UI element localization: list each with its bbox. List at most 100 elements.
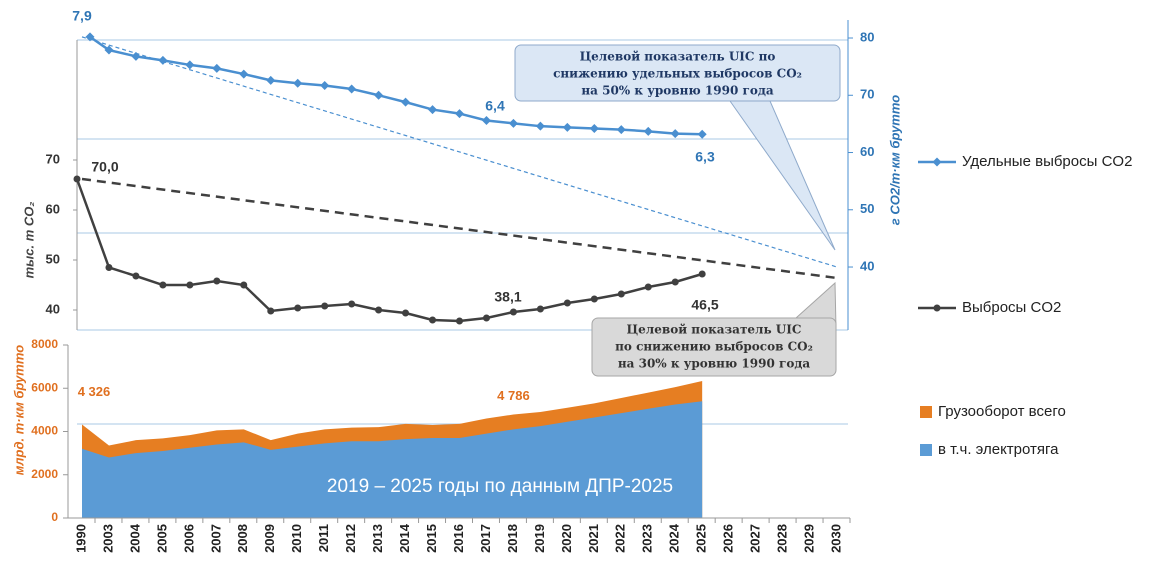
point xyxy=(375,306,383,314)
legend-label: Выбросы CO2 xyxy=(962,299,1061,316)
point xyxy=(643,126,653,136)
y-tick-label: 70 xyxy=(46,151,60,166)
x-tick-label: 2011 xyxy=(316,524,331,552)
callout-text: на 30% к уровню 1990 года xyxy=(618,357,810,371)
callout-box xyxy=(514,44,841,102)
annotation: 7,9 xyxy=(72,8,92,24)
x-tick-label: 2005 xyxy=(154,524,169,553)
area xyxy=(82,401,703,518)
x-tick-label: 1990 xyxy=(73,524,88,553)
target-line xyxy=(81,36,838,268)
point xyxy=(240,281,248,289)
point xyxy=(590,295,598,303)
y-tick-label: 4000 xyxy=(31,424,58,438)
data-label: 4 786 xyxy=(497,388,530,403)
callout-text: Целевой показатель UIC xyxy=(627,323,802,337)
x-tick-label: 2008 xyxy=(235,524,250,553)
callout-text: снижению удельных выбросов CO₂ xyxy=(553,67,802,81)
point xyxy=(670,129,680,139)
x-tick-label: 2025 xyxy=(694,524,709,553)
annotation: 38,1 xyxy=(494,289,521,305)
point xyxy=(535,121,545,131)
x-tick-label: 2030 xyxy=(828,524,843,553)
point xyxy=(562,122,572,132)
point xyxy=(456,317,463,325)
point xyxy=(589,123,599,133)
y2-tick-label: 50 xyxy=(860,201,874,216)
line xyxy=(89,35,703,136)
x-tick-label: 2022 xyxy=(613,524,628,553)
callout-pointer xyxy=(729,100,836,251)
note: 2019 – 2025 годы по данным ДПР-2025 xyxy=(327,476,673,497)
y-tick-label: 8000 xyxy=(31,337,58,351)
point xyxy=(212,63,222,73)
point xyxy=(186,281,194,289)
point xyxy=(347,84,357,94)
point xyxy=(320,81,330,91)
point xyxy=(85,32,95,42)
y2-tick-label: 60 xyxy=(860,144,874,159)
point xyxy=(104,45,114,55)
callout-text: Целевой показатель UIC по xyxy=(580,50,776,64)
y-tick-label: 50 xyxy=(46,251,60,266)
line xyxy=(75,178,703,323)
point xyxy=(321,302,329,310)
x-tick-label: 2024 xyxy=(667,523,682,553)
point xyxy=(159,281,167,289)
point xyxy=(132,272,140,280)
point xyxy=(933,304,941,312)
x-tick-label: 2015 xyxy=(424,524,439,553)
x-tick-label: 2009 xyxy=(262,524,277,553)
y-tick-label: 2000 xyxy=(31,467,58,481)
point xyxy=(508,118,518,128)
y2-tick-label: 80 xyxy=(860,29,874,44)
y2-tick-label: 40 xyxy=(860,258,874,273)
x-tick-label: 2026 xyxy=(721,524,736,553)
point xyxy=(213,277,221,285)
y-tick-label: 60 xyxy=(46,201,60,216)
point xyxy=(509,308,517,316)
point xyxy=(617,290,625,298)
point xyxy=(401,97,411,107)
point xyxy=(348,300,356,308)
point xyxy=(698,270,706,278)
legend-label: Грузооборот всего xyxy=(938,403,1066,420)
y2-axis-label: г CO2/т·км брутто xyxy=(887,95,902,225)
point xyxy=(105,264,113,271)
point xyxy=(697,129,707,139)
y2-tick-label: 70 xyxy=(860,87,874,102)
point xyxy=(932,157,942,167)
x-tick-label: 2012 xyxy=(343,524,358,553)
legend-label: Удельные выбросы CO2 xyxy=(962,153,1132,170)
point xyxy=(563,299,571,307)
callout-box xyxy=(591,317,837,377)
point xyxy=(481,115,491,125)
point xyxy=(671,278,679,286)
x-tick-label: 2013 xyxy=(370,524,385,553)
point xyxy=(644,283,652,291)
point xyxy=(402,309,410,317)
point xyxy=(131,51,141,61)
point xyxy=(429,316,437,324)
point xyxy=(616,125,626,135)
point xyxy=(455,109,464,119)
annotation: 46,5 xyxy=(691,297,718,313)
annotation: 6,3 xyxy=(695,149,715,165)
legend-label: в т.ч. электротяга xyxy=(938,441,1059,458)
y-axis-label: млрд. т·км брутто xyxy=(11,345,26,475)
legend-swatch xyxy=(920,406,932,418)
callout-text: по снижению выбросов CO₂ xyxy=(615,340,813,354)
annotation: 70,0 xyxy=(91,159,118,175)
point xyxy=(374,90,384,100)
x-tick-label: 2028 xyxy=(775,524,790,553)
point xyxy=(73,175,81,183)
x-tick-label: 2016 xyxy=(451,524,466,553)
x-tick-label: 2021 xyxy=(586,524,601,553)
point xyxy=(185,60,195,70)
x-tick-label: 2023 xyxy=(640,524,655,553)
x-tick-label: 2014 xyxy=(397,523,412,553)
callout-text: на 50% к уровню 1990 года xyxy=(581,84,773,98)
x-tick-label: 2003 xyxy=(100,524,115,553)
point xyxy=(267,307,275,315)
